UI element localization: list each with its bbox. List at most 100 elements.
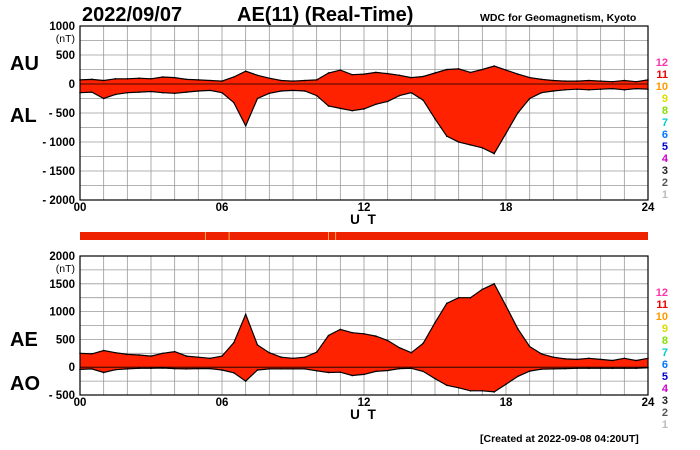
data-point-al	[304, 90, 306, 92]
x-tick-label: 00	[74, 397, 87, 409]
data-point-au	[233, 76, 235, 78]
data-point-al	[256, 97, 259, 100]
data-point-al	[138, 91, 140, 93]
data-point-ao	[197, 367, 200, 370]
plot-frame	[79, 25, 649, 201]
data-point-al	[493, 152, 495, 155]
data-point-au	[457, 68, 460, 70]
y-axis-unit: (nT)	[56, 33, 75, 45]
station-count-label: 6	[662, 129, 668, 141]
data-point-ao	[469, 390, 472, 392]
data-point-ao	[457, 386, 460, 389]
data-point-au	[114, 77, 117, 80]
data-point-ae	[457, 296, 460, 299]
data-point-al	[599, 88, 602, 91]
x-axis-label: U T	[350, 407, 378, 422]
station-count-label: 11	[656, 69, 668, 81]
data-point-ae	[540, 353, 543, 355]
data-point-ae	[209, 357, 211, 360]
data-point-ae	[339, 328, 342, 331]
data-point-ao	[292, 368, 294, 370]
y-tick-label: - 2000	[42, 195, 75, 207]
data-point-au	[481, 68, 484, 71]
data-point-ao	[185, 368, 188, 370]
y-tick-label: 500	[56, 334, 75, 346]
data-point-au	[588, 79, 590, 82]
data-point-ae	[386, 339, 389, 342]
data-point-al	[102, 97, 105, 100]
station-count-label: 3	[662, 165, 668, 177]
data-point-au	[635, 80, 637, 83]
data-point-au	[540, 78, 543, 81]
station-count-label: 4	[662, 383, 669, 395]
data-point-ao	[493, 391, 495, 393]
data-point-ae	[505, 305, 507, 307]
y-tick-label: 1000	[49, 307, 75, 319]
series-label-al: AL	[10, 105, 37, 127]
data-point-ae	[635, 359, 637, 362]
data-point-ae	[138, 354, 140, 356]
data-point-ao	[552, 368, 555, 370]
data-point-al	[185, 91, 188, 93]
data-point-al	[150, 90, 152, 93]
data-point-al	[173, 92, 176, 95]
data-point-au	[315, 79, 318, 81]
data-point-au	[528, 76, 531, 79]
data-point-ao	[623, 367, 626, 370]
data-point-ao	[363, 373, 365, 376]
station-count-label: 9	[662, 93, 668, 105]
data-point-ae	[422, 342, 424, 345]
data-point-ae	[185, 355, 188, 357]
x-tick-label: 18	[500, 202, 513, 214]
data-point-ao	[351, 374, 353, 377]
data-point-al	[126, 91, 129, 94]
data-point-al	[434, 118, 436, 120]
data-point-al	[422, 99, 424, 102]
x-tick-label: 12	[358, 202, 371, 214]
data-point-ao	[221, 369, 223, 371]
y-tick-label: - 500	[49, 390, 75, 402]
data-point-au	[209, 79, 211, 82]
data-point-au	[138, 77, 140, 79]
data-point-ao	[126, 368, 129, 370]
x-tick-label: 12	[358, 397, 371, 409]
data-point-au	[102, 79, 105, 82]
data-point-al	[623, 89, 626, 91]
data-point-ae	[446, 302, 448, 305]
data-point-ae	[623, 357, 626, 360]
data-point-al	[91, 91, 93, 93]
data-point-al	[457, 141, 460, 143]
data-point-au	[221, 80, 223, 82]
data-point-ae	[244, 313, 247, 316]
data-point-ae	[233, 341, 235, 344]
series-label-ao: AO	[10, 373, 40, 395]
station-count-label: 10	[656, 311, 668, 323]
data-point-ao	[256, 369, 259, 371]
y-tick-label: 0	[69, 79, 75, 91]
data-point-al	[292, 89, 294, 92]
data-point-al	[528, 97, 531, 100]
data-point-au	[304, 79, 306, 82]
data-point-al	[540, 91, 543, 94]
data-point-ae	[517, 328, 519, 330]
data-point-ao	[233, 371, 235, 374]
data-point-ae	[599, 358, 602, 361]
data-point-au	[162, 76, 164, 78]
data-point-au	[422, 75, 424, 78]
data-point-ae	[150, 355, 152, 357]
data-point-ae	[363, 333, 365, 335]
data-point-ae	[91, 353, 93, 355]
ae-ao-panel	[79, 255, 649, 396]
data-point-ao	[138, 367, 140, 370]
data-point-ae	[576, 358, 578, 361]
station-count-label: 11	[656, 299, 668, 311]
data-point-au	[505, 69, 507, 71]
x-tick-label: 06	[216, 397, 229, 409]
data-point-au	[256, 74, 259, 77]
series-label-ae: AE	[10, 329, 38, 351]
data-point-ao	[398, 367, 401, 370]
x-axis-label: U T	[350, 212, 378, 227]
source-label: WDC for Geomagnetism, Kyoto	[480, 12, 637, 24]
data-point-ao	[410, 367, 413, 370]
data-point-ae	[375, 335, 377, 337]
